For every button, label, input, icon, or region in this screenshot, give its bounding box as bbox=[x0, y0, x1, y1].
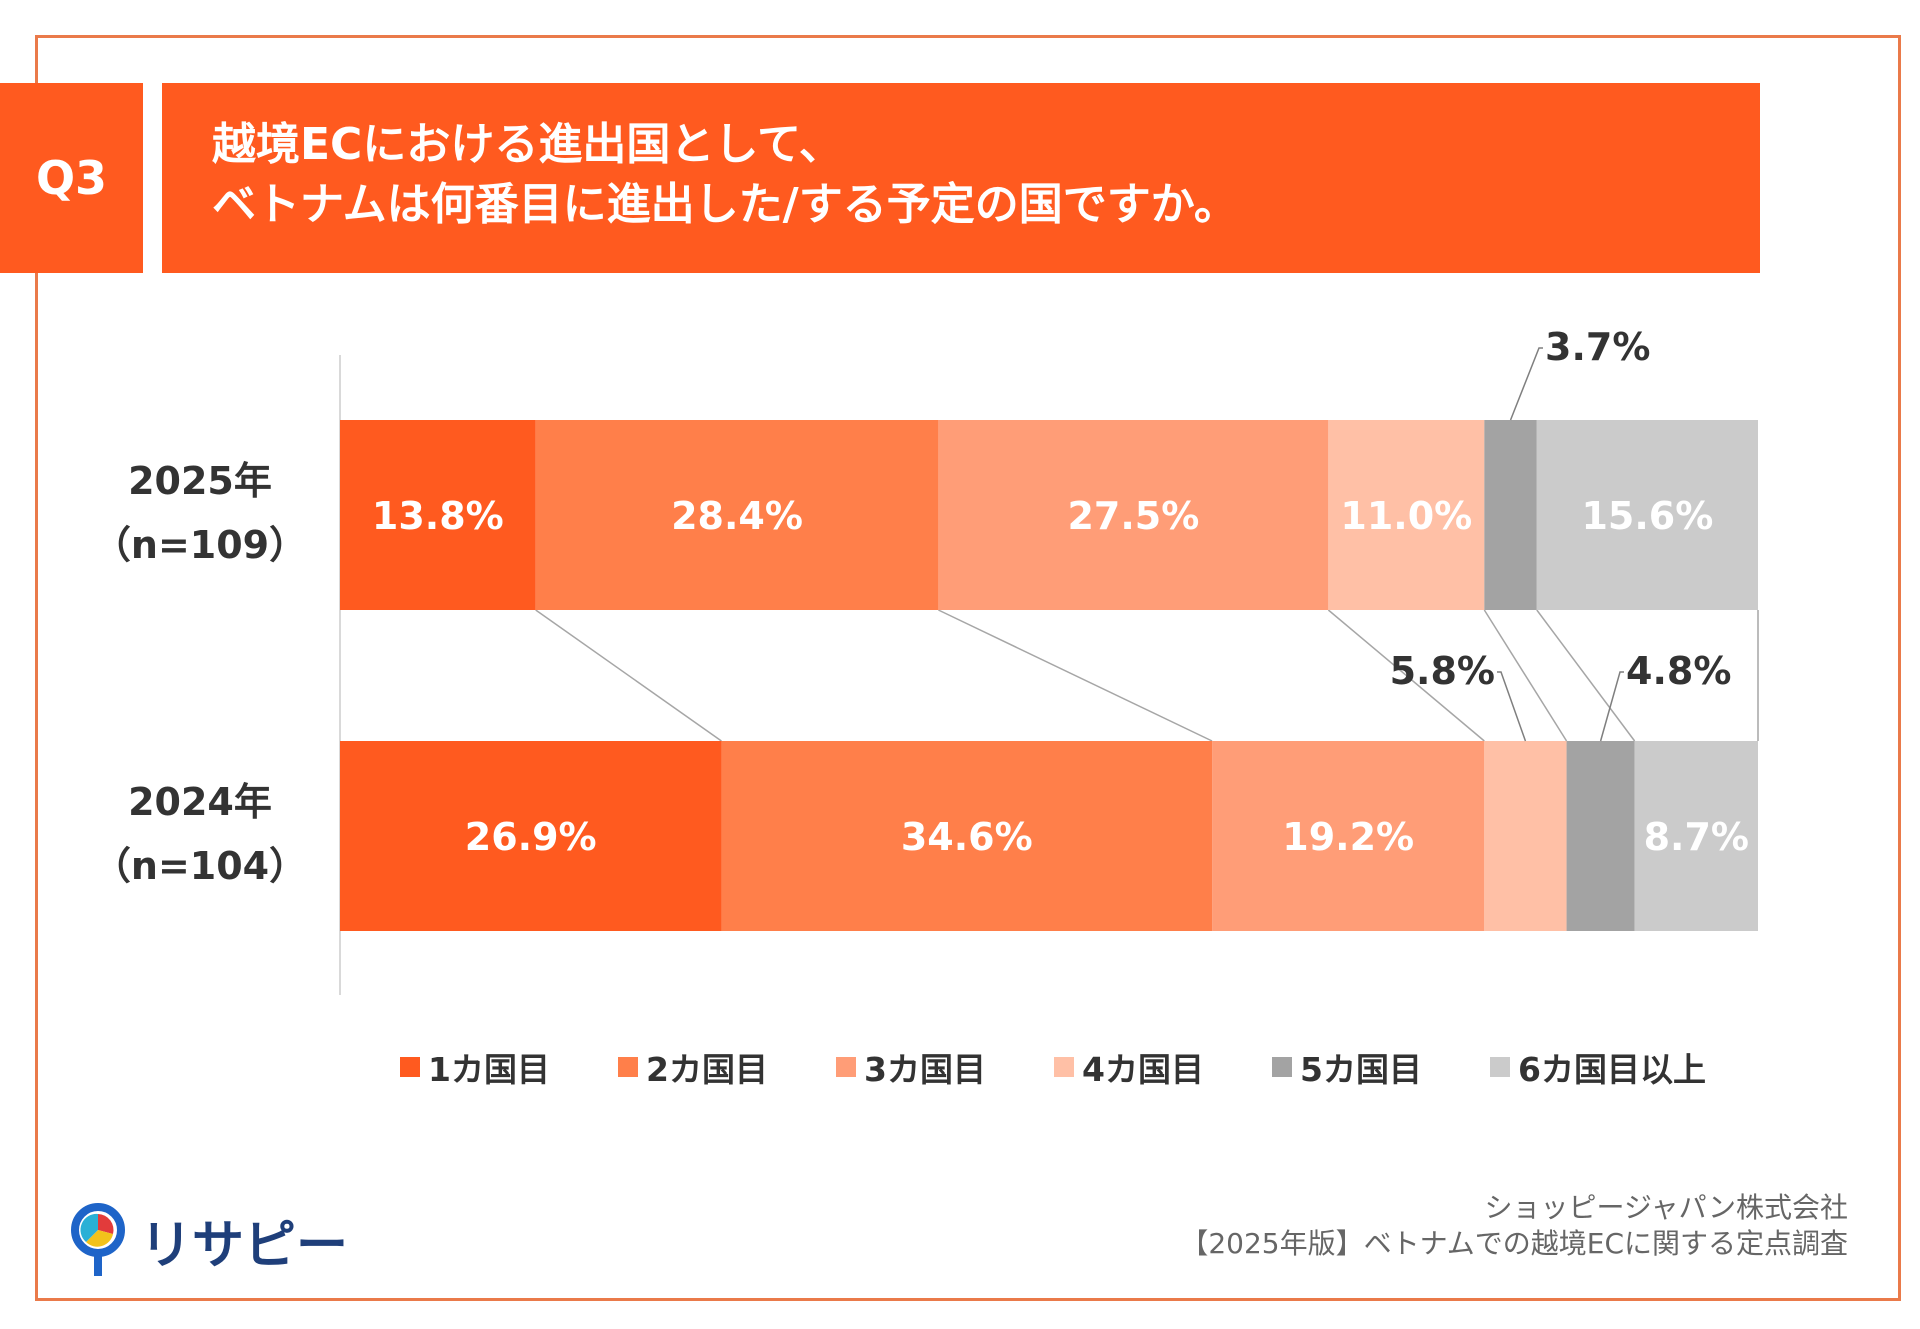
bar-segment bbox=[1328, 420, 1485, 610]
data-label: 15.6% bbox=[1581, 494, 1713, 538]
callout-label: 4.8% bbox=[1626, 649, 1731, 693]
bar-segment bbox=[938, 420, 1329, 610]
bar-segment bbox=[340, 741, 722, 931]
legend-swatch bbox=[1490, 1057, 1510, 1077]
logo: リサピー bbox=[70, 1202, 348, 1278]
legend-item: 1カ国目 bbox=[400, 1043, 618, 1091]
data-label: 19.2% bbox=[1282, 815, 1414, 859]
legend-label: 5カ国目 bbox=[1300, 1050, 1422, 1089]
chart-legend: 1カ国目 2カ国目 3カ国目 4カ国目 5カ国目 6カ国目以上 bbox=[400, 1045, 1706, 1089]
callout-label: 5.8% bbox=[1390, 649, 1495, 693]
callout-label: 3.7% bbox=[1545, 325, 1650, 369]
legend-item: 4カ国目 bbox=[1054, 1043, 1272, 1091]
footer-report: 【2025年版】ベトナムでの越境ECに関する定点調査 bbox=[1180, 1227, 1848, 1260]
row-label-year: 2024年 bbox=[128, 780, 272, 824]
data-label: 11.0% bbox=[1340, 494, 1472, 538]
legend-swatch bbox=[836, 1057, 856, 1077]
bar-segment bbox=[1536, 420, 1758, 610]
bar-segment bbox=[1212, 741, 1485, 931]
row-label-n: （n=104） bbox=[93, 844, 307, 888]
data-label: 13.8% bbox=[372, 494, 504, 538]
bar-segment bbox=[340, 420, 536, 610]
callout-leader bbox=[1509, 347, 1543, 421]
question-label: Q3 bbox=[0, 83, 143, 273]
legend-label: 2カ国目 bbox=[646, 1050, 768, 1089]
data-label: 28.4% bbox=[671, 494, 803, 538]
legend-item: 6カ国目以上 bbox=[1490, 1043, 1706, 1091]
question-title: 越境ECにおける進出国として、 ベトナムは何番目に進出した/する予定の国ですか。 bbox=[162, 83, 1760, 273]
legend-label: 4カ国目 bbox=[1082, 1050, 1204, 1089]
data-label: 26.9% bbox=[465, 815, 597, 859]
logo-text: リサピー bbox=[140, 1215, 349, 1276]
connector-line bbox=[1483, 609, 1568, 742]
legend-item: 2カ国目 bbox=[618, 1043, 836, 1091]
row-label-year: 2025年 bbox=[128, 459, 272, 503]
title-line-1: 越境ECにおける進出国として、 bbox=[212, 119, 843, 170]
data-label: 8.7% bbox=[1644, 815, 1749, 859]
legend-item: 5カ国目 bbox=[1272, 1043, 1490, 1091]
connector-line bbox=[938, 609, 1213, 742]
bar-segment bbox=[1566, 741, 1635, 931]
data-label: 34.6% bbox=[901, 815, 1033, 859]
bar-segment bbox=[1634, 741, 1758, 931]
legend-label: 6カ国目以上 bbox=[1518, 1050, 1706, 1089]
connector-line bbox=[1327, 609, 1485, 742]
callout-leader bbox=[1599, 671, 1624, 742]
bar-segment bbox=[721, 741, 1213, 931]
data-label: 27.5% bbox=[1067, 494, 1199, 538]
chart-frame bbox=[35, 35, 1901, 1301]
legend-swatch bbox=[618, 1057, 638, 1077]
legend-swatch bbox=[1054, 1057, 1074, 1077]
connector-line bbox=[1536, 609, 1636, 742]
footer-company: ショッピージャパン株式会社 bbox=[1484, 1191, 1848, 1224]
bar-segment bbox=[535, 420, 939, 610]
bar-segment bbox=[1484, 741, 1567, 931]
pin-icon bbox=[71, 1203, 125, 1276]
legend-swatch bbox=[1272, 1057, 1292, 1077]
callout-leader bbox=[1497, 671, 1527, 742]
row-label-n: （n=109） bbox=[93, 523, 307, 567]
legend-label: 1カ国目 bbox=[428, 1050, 550, 1089]
footer-source: ショッピージャパン株式会社 【2025年版】ベトナムでの越境ECに関する定点調査 bbox=[1180, 1190, 1848, 1262]
bar-segment bbox=[1484, 420, 1537, 610]
connector-line bbox=[535, 609, 722, 742]
title-line-2: ベトナムは何番目に進出した/する予定の国ですか。 bbox=[212, 179, 1238, 230]
legend-item: 3カ国目 bbox=[836, 1043, 1054, 1091]
legend-label: 3カ国目 bbox=[864, 1050, 986, 1089]
legend-swatch bbox=[400, 1057, 420, 1077]
